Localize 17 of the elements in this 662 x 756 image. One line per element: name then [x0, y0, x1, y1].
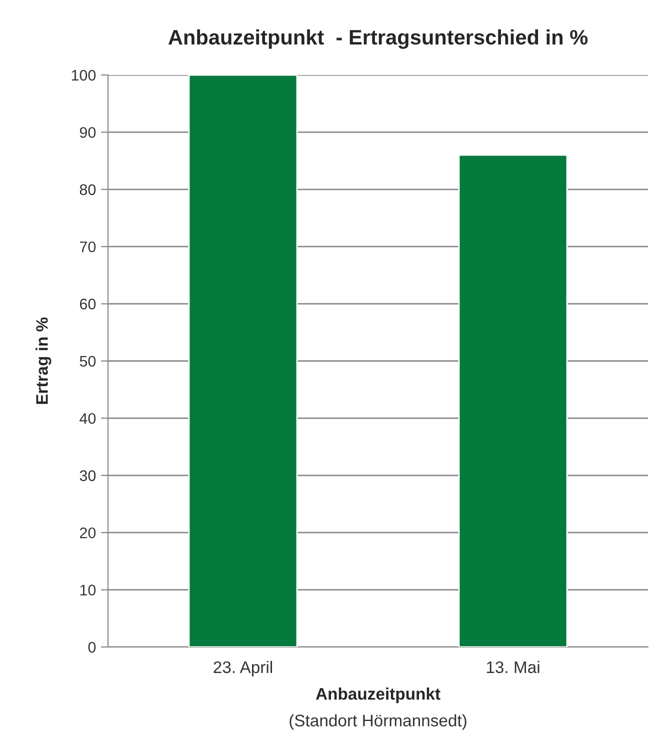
y-tick-label: 20: [80, 527, 96, 538]
y-tick-label: 0: [88, 642, 96, 653]
y-tick-label: 100: [72, 70, 96, 81]
text: (Standort Hörmannsedt): [290, 714, 466, 730]
y-tick-label: 80: [80, 184, 96, 196]
y-tick-label: 30: [80, 470, 96, 482]
x-axis-title: Anbauzeitpunkt: [316, 688, 440, 704]
x-tick-label: 13. Mai: [486, 660, 540, 674]
y-tick-label: 70: [80, 241, 96, 252]
y-tick-label: 40: [80, 413, 96, 424]
y-tick-label: 90: [80, 127, 96, 138]
y-tick-label: 50: [80, 356, 96, 367]
y-tick-label: 10: [80, 584, 96, 596]
chart-title: Anbauzeitpunkt - Ertragsunterschied in %: [168, 29, 588, 49]
y-axis-title: Ertrag in %: [36, 317, 52, 404]
y-tick-label: 60: [80, 298, 96, 310]
x-tick-label: 23. April: [214, 660, 272, 676]
